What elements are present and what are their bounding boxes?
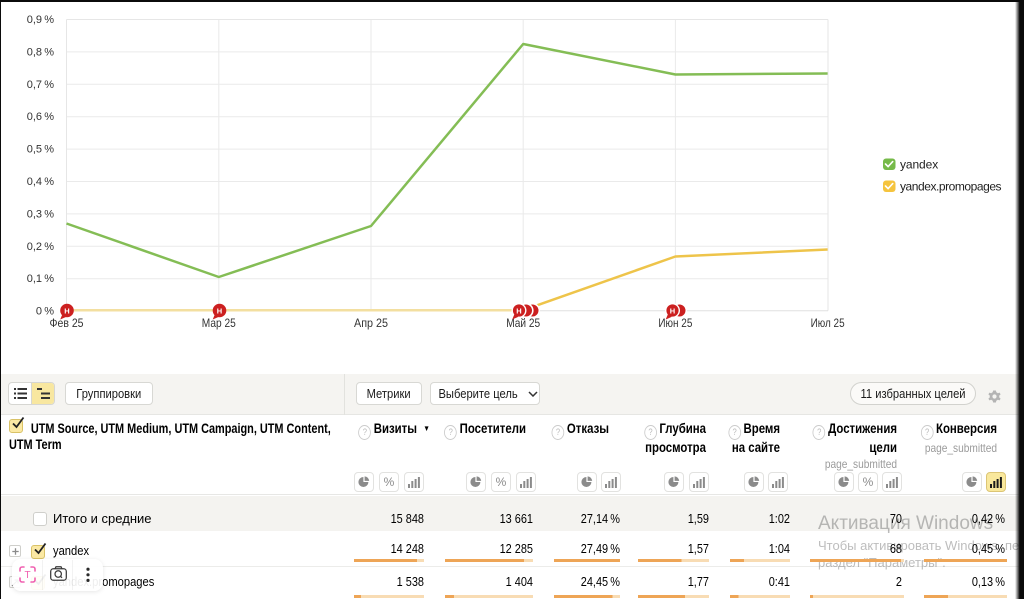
svg-text:0,7 %: 0,7 % [27, 79, 54, 91]
svg-text:H: H [670, 306, 675, 315]
svg-text:0 %: 0 % [36, 306, 54, 318]
svg-text:T: T [24, 570, 30, 581]
svg-text:0,8 %: 0,8 % [27, 46, 54, 58]
svg-text:Фев 25: Фев 25 [50, 316, 84, 330]
svg-text:H: H [64, 306, 69, 315]
svg-text:Мар 25: Мар 25 [202, 316, 236, 330]
svg-text:0,5 %: 0,5 % [27, 144, 54, 156]
svg-text:0,2 %: 0,2 % [27, 241, 54, 253]
svg-text:0,6 %: 0,6 % [27, 111, 54, 123]
svg-text:0,4 %: 0,4 % [27, 176, 54, 188]
svg-text:H: H [516, 306, 521, 315]
svg-text:Май 25: Май 25 [506, 316, 540, 330]
svg-text:Июн 25: Июн 25 [658, 316, 692, 330]
svg-text:0,1 %: 0,1 % [27, 273, 54, 285]
svg-text:Июл 25: Июл 25 [811, 316, 845, 330]
svg-text:H: H [217, 306, 222, 315]
svg-text:0,9 %: 0,9 % [27, 14, 54, 26]
svg-text:yandex.promopages: yandex.promopages [900, 180, 1002, 194]
svg-text:Апр 25: Апр 25 [354, 316, 388, 330]
svg-text:yandex: yandex [900, 158, 938, 172]
svg-text:0,3 %: 0,3 % [27, 208, 54, 220]
